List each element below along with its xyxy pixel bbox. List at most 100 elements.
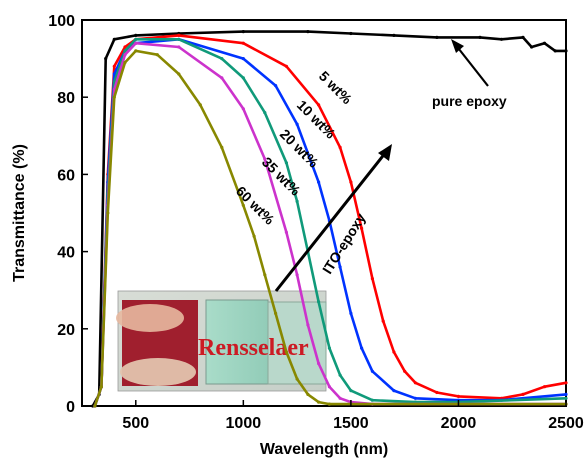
data-point-5-wt [370,277,374,281]
data-point-60-wt [317,400,321,404]
data-point-10-wt [112,72,116,76]
data-point-60-wt [263,273,267,277]
data-point-35-wt [317,361,321,366]
data-point-10-wt [349,311,353,315]
data-point-35-wt [295,273,299,277]
data-point-20-wt [327,346,331,350]
pure-epoxy-arrowhead [451,39,464,53]
data-point-10-wt [295,122,299,126]
data-point-20-wt [134,37,138,41]
data-point-5-wt [413,381,417,385]
y-tick-label: 100 [48,13,75,30]
y-tick-label: 80 [57,90,75,107]
data-point-20-wt [123,49,127,53]
data-point-10-wt [317,180,321,184]
data-point-5-wt [456,394,460,398]
data-point-60-wt [123,60,127,65]
ito-epoxy-arrowhead [378,144,392,161]
x-axis-title: Wavelength (nm) [260,441,388,458]
annotation-60wt: 60 wt% [233,183,278,228]
data-point-20-wt [241,76,245,80]
data-point-5-wt [521,392,525,396]
series-group [91,30,568,408]
data-point-5-wt [284,64,288,68]
data-point-10-wt [338,265,342,269]
inset-rensselaer-text: Rensselaer [198,335,309,361]
data-point-60-wt [327,402,331,406]
data-point-5-wt [338,145,342,149]
data-point-5-wt [317,103,321,107]
data-point-20-wt [349,389,353,393]
data-point-10-wt [392,389,396,393]
axis-ticks: 500 1000 1500 2000 2500 0 20 40 60 80 100 [48,13,584,432]
y-tick-label: 60 [57,167,75,184]
x-tick-label: 2500 [548,415,584,432]
data-point-10-wt [241,57,245,61]
data-point-60-wt [112,95,116,99]
data-point-5-wt [349,180,353,184]
data-point-35-wt [123,53,127,57]
pure-epoxy-arrow [454,43,489,87]
data-point-20-wt [295,199,299,203]
data-point-60-wt [295,377,299,381]
data-point-35-wt [284,230,288,234]
data-point-60-wt [306,392,310,396]
data-point-20-wt [564,396,568,400]
y-axis-title: Transmittance (%) [11,144,28,282]
annotation-pure-epoxy: pure epoxy [432,93,507,109]
x-tick-label: 2000 [441,415,477,432]
ito-epoxy-arrow [274,151,388,292]
data-point-5-wt [123,45,127,49]
data-point-10-wt [370,369,374,373]
data-point-10-wt [360,346,364,350]
y-tick-label: 40 [57,245,75,262]
data-point-35-wt [241,107,245,111]
data-point-5-wt [435,390,439,395]
x-tick-label: 1000 [226,415,262,432]
data-point-5-wt [112,64,116,68]
data-point-35-wt [327,385,331,389]
data-point-35-wt [306,323,310,327]
data-point-5-wt [392,350,396,354]
data-point-pure-epoxy [530,45,534,49]
data-point-20-wt [370,398,374,402]
data-point-35-wt [220,76,224,80]
data-point-60-wt [134,49,138,53]
data-point-pure-epoxy [478,35,482,40]
x-tick-label: 1500 [333,415,369,432]
data-point-60-wt [284,350,288,354]
data-point-60-wt [93,404,97,408]
data-point-5-wt [360,226,364,230]
data-point-pure-epoxy [349,31,353,36]
data-point-pure-epoxy [521,35,525,40]
y-tick-label: 20 [57,322,75,339]
data-point-pure-epoxy [134,33,138,38]
data-point-pure-epoxy [112,37,116,41]
data-point-pure-epoxy [241,30,245,34]
data-point-60-wt [274,311,278,315]
plot-frame [81,19,567,407]
data-point-pure-epoxy [392,33,396,38]
data-point-5-wt [403,369,407,373]
data-point-35-wt [263,157,267,161]
data-point-20-wt [177,37,181,41]
data-point-60-wt [220,145,224,149]
data-point-pure-epoxy [104,57,108,61]
series-line-60-wt [93,49,566,407]
inset-sample-plate-right [267,301,327,385]
data-point-pure-epoxy [564,49,568,53]
data-point-20-wt [284,161,288,165]
series-line-5-wt [93,34,567,407]
data-point-60-wt [99,385,103,389]
data-point-10-wt [413,396,417,400]
data-point-5-wt [177,33,181,38]
data-point-pure-epoxy [542,41,547,45]
data-point-60-wt [155,53,159,57]
data-point-20-wt [263,111,267,115]
data-point-5-wt [241,41,245,45]
data-point-pure-epoxy [553,49,557,53]
data-point-20-wt [220,57,224,61]
data-point-pure-epoxy [435,35,439,40]
data-point-60-wt [241,203,245,207]
